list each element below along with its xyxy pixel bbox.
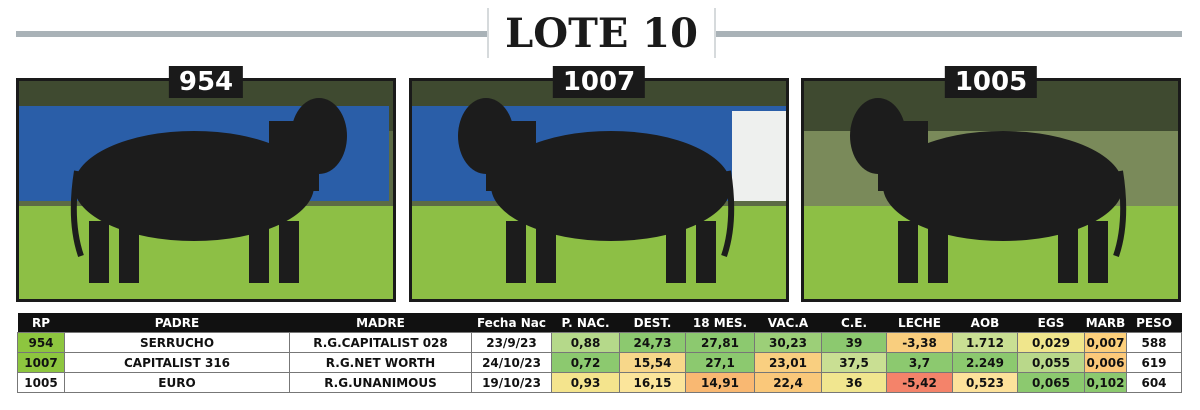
photo-scene (804, 81, 1178, 299)
bull-body (883, 131, 1123, 241)
column-header: LECHE (886, 313, 953, 333)
table-cell: 24,73 (619, 332, 686, 353)
photo-label: 1007 (552, 66, 646, 98)
table-cell: -5,42 (886, 372, 953, 393)
column-header: AOB (952, 313, 1018, 333)
photo (16, 78, 396, 302)
table-cell: 1005 (17, 372, 65, 393)
table-cell: EURO (64, 372, 290, 393)
bull-body (491, 131, 731, 241)
table-cell: 0,102 (1084, 372, 1127, 393)
banner-white (732, 111, 786, 201)
table-row: 954 SERRUCHO R.G.CAPITALIST 028 23/9/23 0,88… (17, 332, 1182, 353)
photo-label: 954 (168, 66, 244, 98)
bull-neck (486, 121, 536, 191)
table-cell: CAPITALIST 316 (64, 352, 290, 373)
column-header: VAC.A (754, 313, 822, 333)
table-cell: 1.712 (952, 332, 1018, 353)
table-cell: 0,006 (1084, 352, 1127, 373)
bull-neck (269, 121, 319, 191)
column-header: 18 MES. (685, 313, 755, 333)
bull-tail (721, 170, 735, 257)
table-cell: 0,523 (952, 372, 1018, 393)
table-cell: R.G.NET WORTH (289, 352, 472, 373)
table-cell: 22,4 (754, 372, 822, 393)
table-cell: -3,38 (886, 332, 953, 353)
table-cell: 24/10/23 (471, 352, 552, 373)
bull-leg (898, 221, 918, 283)
table-cell: 23/9/23 (471, 332, 552, 353)
title: LOTE 10 (487, 8, 716, 58)
table-cell: 23,01 (754, 352, 822, 373)
photo-scene (412, 81, 786, 299)
header-row: RP PADRE MADRE Fecha Nac P. NAC. DEST. 18 MES.… (17, 313, 1182, 333)
table-cell: 3,7 (886, 352, 953, 373)
column-header: PADRE (64, 313, 290, 333)
photo-scene (19, 81, 393, 299)
column-header: PESO (1126, 313, 1182, 333)
photo-label: 1005 (944, 66, 1038, 98)
bull-body (74, 131, 314, 241)
column-header: MADRE (289, 313, 472, 333)
table-cell: 0,055 (1017, 352, 1085, 373)
table-cell: 15,54 (619, 352, 686, 373)
table-cell: R.G.CAPITALIST 028 (289, 332, 472, 353)
table-cell: 619 (1126, 352, 1182, 373)
table-cell: 954 (17, 332, 65, 353)
rule (16, 31, 487, 37)
bull-neck (878, 121, 928, 191)
table-cell: SERRUCHO (64, 332, 290, 353)
photo (801, 78, 1181, 302)
bull-tail (1113, 170, 1127, 257)
table-cell: 0,007 (1084, 332, 1127, 353)
table-cell: 39 (821, 332, 887, 353)
column-header: C.E. (821, 313, 887, 333)
table-cell: 14,91 (685, 372, 755, 393)
bull (70, 98, 347, 283)
table-cell: 36 (821, 372, 887, 393)
column-header: MARB (1084, 313, 1127, 333)
bull-leg (928, 221, 948, 283)
bull-leg (1058, 221, 1078, 283)
bull-leg (119, 221, 139, 283)
table-cell: 588 (1126, 332, 1182, 353)
table-cell: 2.249 (952, 352, 1018, 373)
column-header: RP (17, 313, 65, 333)
photo (409, 78, 789, 302)
bull-leg (506, 221, 526, 283)
bull (458, 98, 735, 283)
table-cell: 604 (1126, 372, 1182, 393)
data-table: RP PADRE MADRE Fecha Nac P. NAC. DEST. 18 MES.… (17, 313, 1182, 393)
bull-leg (696, 221, 716, 283)
column-header: Fecha Nac (471, 313, 552, 333)
table-cell: R.G.UNANIMOUS (289, 372, 472, 393)
rule (712, 31, 1182, 37)
bull-leg (536, 221, 556, 283)
column-header: P. NAC. (551, 313, 620, 333)
bull-tail (70, 170, 84, 257)
table-cell: 27,81 (685, 332, 755, 353)
table-cell: 0,72 (551, 352, 620, 373)
bull (850, 98, 1127, 283)
table-cell: 0,93 (551, 372, 620, 393)
table-row: 1005 EURO R.G.UNANIMOUS 19/10/23 0,93 16,15 14… (17, 372, 1182, 393)
table-cell: 37,5 (821, 352, 887, 373)
table-cell: 30,23 (754, 332, 822, 353)
bull-leg (666, 221, 686, 283)
table-cell: 1007 (17, 352, 65, 373)
column-header: DEST. (619, 313, 686, 333)
bull-leg (89, 221, 109, 283)
table-cell: 19/10/23 (471, 372, 552, 393)
table-cell: 27,1 (685, 352, 755, 373)
table-cell: 0,065 (1017, 372, 1085, 393)
bull-leg (279, 221, 299, 283)
bull-leg (249, 221, 269, 283)
table-cell: 0,88 (551, 332, 620, 353)
table-cell: 16,15 (619, 372, 686, 393)
column-header: EGS (1017, 313, 1085, 333)
table-cell: 0,029 (1017, 332, 1085, 353)
table-row: 1007 CAPITALIST 316 R.G.NET WORTH 24/10/23 0… (17, 352, 1182, 373)
bull-leg (1088, 221, 1108, 283)
